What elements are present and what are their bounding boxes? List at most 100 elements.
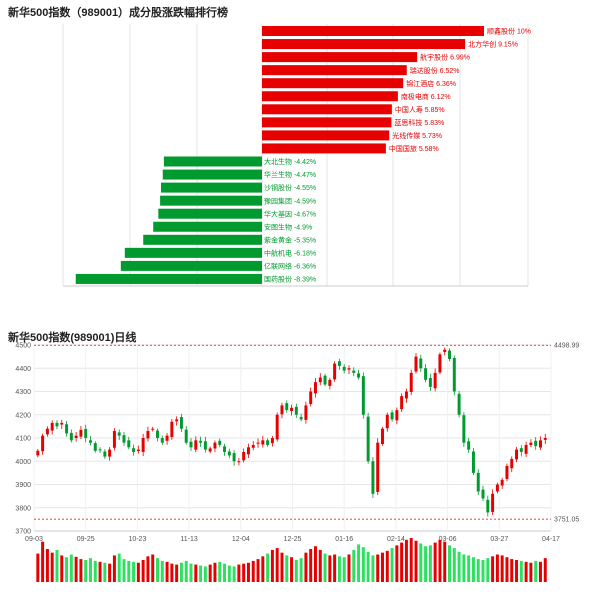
bar-label: 国药股份 -8.39% (264, 275, 316, 284)
bar (262, 130, 390, 141)
candle-body (448, 350, 451, 359)
volume-bar (342, 557, 346, 582)
candle-body (495, 484, 499, 492)
volume-bar (175, 564, 179, 582)
bar (160, 195, 262, 206)
min-value-label: 3751.05 (554, 517, 579, 524)
volume-bar (491, 556, 495, 582)
bar (262, 117, 392, 128)
bar-label: 中航机电 -6.18% (264, 248, 316, 257)
candle-body (213, 442, 217, 449)
candle-body (146, 431, 150, 439)
volume-bar (122, 559, 126, 582)
volume-bar (65, 557, 69, 582)
volume-bar (467, 555, 471, 582)
volume-bar (290, 557, 294, 582)
volume-bar (270, 549, 274, 582)
kline-x-tick-label: 12-04 (232, 536, 250, 543)
volume-bar (55, 549, 59, 582)
candle-body (45, 428, 49, 435)
volume-bar (505, 557, 509, 582)
candle-body (194, 440, 198, 450)
candle-body (467, 441, 471, 450)
candle-body (452, 358, 456, 392)
bar-label: 瑞达股份 6.52% (410, 66, 460, 75)
bar (262, 78, 404, 89)
volume-bar (404, 539, 408, 582)
volume-bar (194, 564, 198, 582)
bar (153, 221, 262, 232)
max-value-label: 4498.99 (554, 343, 579, 350)
candle-body (328, 379, 332, 386)
volume-bar (280, 552, 284, 582)
bar-label: 豫园集团 -4.59% (264, 196, 316, 205)
volume-bar (366, 551, 370, 582)
volume-bar (395, 545, 399, 582)
volume-bar (510, 559, 514, 582)
volume-bar (227, 565, 231, 582)
volume-bar (213, 562, 217, 582)
candle-body (347, 368, 351, 370)
candle-body (294, 406, 298, 415)
candle-body (41, 435, 45, 452)
volume-bar (495, 554, 499, 582)
volume-bar (299, 558, 303, 582)
bar-label: 南极电商 6.12% (401, 92, 451, 101)
volume-bar (352, 549, 356, 582)
candle-body (136, 449, 140, 452)
volume-bar (36, 553, 40, 582)
volume-bar (424, 546, 428, 582)
volume-bar (476, 559, 480, 582)
candle-body (65, 424, 69, 434)
volume-bar (170, 563, 174, 582)
candle-body (304, 405, 308, 420)
volume-bar (179, 562, 183, 582)
volume-bar (208, 564, 212, 582)
bar-label: 沙钢股份 -4.55% (264, 183, 316, 192)
candle-body (55, 422, 59, 427)
bar-label: 光线传媒 5.73% (392, 131, 442, 140)
candle-body (151, 428, 155, 430)
candle-body (538, 440, 542, 448)
kline-x-tick-label: 01-16 (335, 536, 353, 543)
candle-body (505, 465, 509, 479)
volume-bar (50, 552, 54, 582)
candle-body (414, 356, 418, 372)
candle-body (275, 414, 279, 440)
volume-bar (519, 560, 523, 582)
kline-y-tick-label: 4100 (15, 436, 31, 443)
volume-bar (246, 562, 250, 582)
volume-bar (361, 547, 365, 582)
volume-bar (333, 554, 337, 582)
bar-label: 北方华创 9.15% (468, 40, 518, 49)
candle-body (443, 349, 447, 352)
volume-bar (381, 552, 384, 582)
candle-body (361, 376, 365, 415)
volume-bar (261, 556, 265, 582)
volume-bar (41, 541, 45, 582)
kline-y-tick-label: 3800 (15, 505, 31, 512)
volume-bar (543, 558, 547, 582)
volume-bar (309, 549, 313, 582)
kline-y-tick-label: 4400 (15, 366, 31, 373)
volume-bar (242, 563, 246, 582)
kline-x-tick-label: 12-25 (284, 536, 302, 543)
volume-bar (347, 554, 351, 582)
candle-body (251, 444, 255, 448)
candle-body (170, 421, 174, 438)
candle-body (524, 444, 528, 454)
candle-body (433, 372, 437, 389)
candle-body (376, 442, 380, 492)
candle-body (69, 432, 73, 441)
volume-bar (471, 557, 475, 582)
kline-y-tick-label: 3900 (15, 482, 31, 489)
candle-body (342, 366, 346, 371)
volume-bar (256, 559, 260, 582)
volume-bar (132, 561, 136, 582)
candle-body (223, 446, 227, 452)
volume-bar (481, 560, 485, 582)
volume-bar (529, 562, 533, 582)
bar (120, 260, 262, 271)
kline-x-tick-label: 11-13 (180, 536, 197, 543)
